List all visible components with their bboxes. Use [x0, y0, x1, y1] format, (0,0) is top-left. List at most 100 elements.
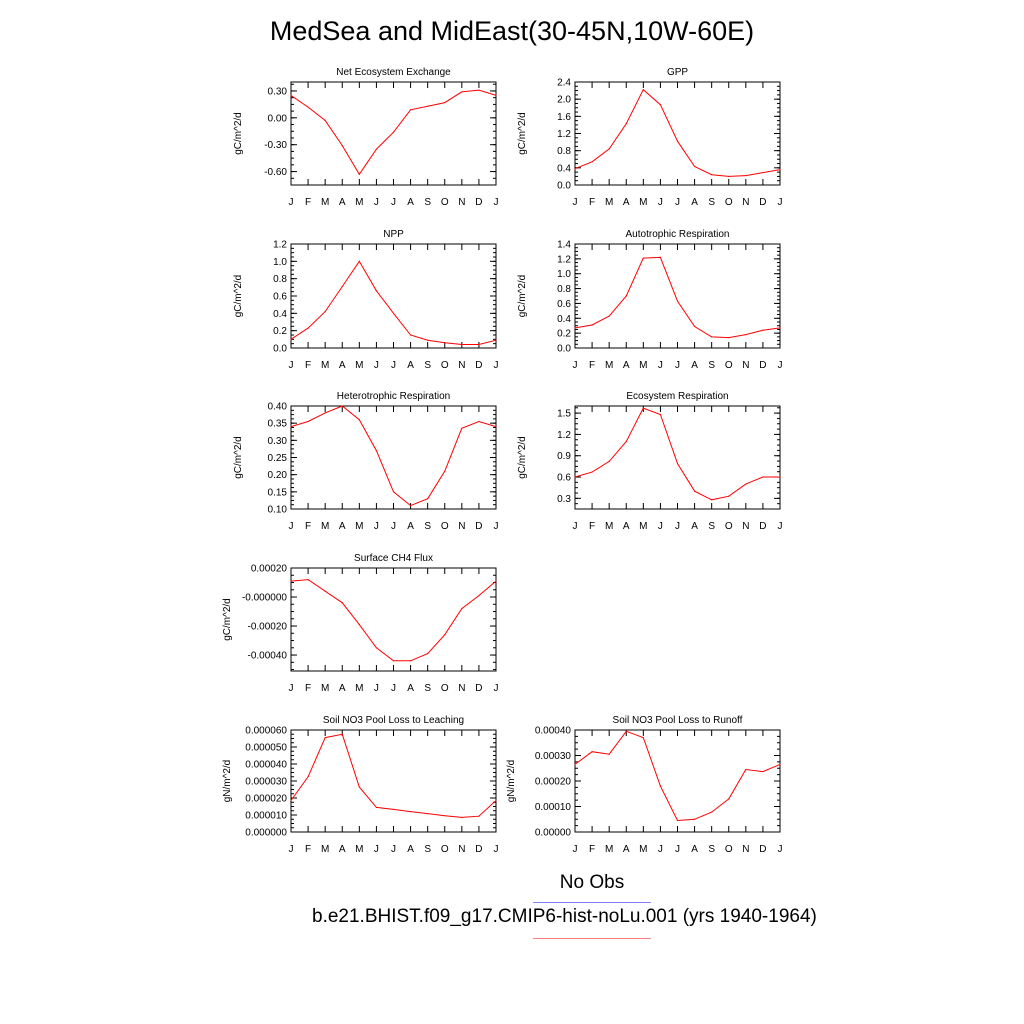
y-tick-label: 0.00020	[251, 564, 288, 575]
x-tick-label: F	[589, 844, 595, 855]
data-point	[341, 285, 343, 288]
x-tick-label: M	[321, 360, 329, 371]
series-line	[574, 256, 781, 339]
panel-5: Ecosystem Respiration gC/m^2/d 0.3 0.6 0.9 1.…	[517, 391, 783, 532]
data-point	[427, 652, 429, 655]
series-line	[574, 730, 781, 822]
panel-4: Heterotrophic Respiration gC/m^2/d 0.10 0.1…	[233, 391, 499, 532]
x-tick-label: N	[742, 844, 749, 855]
x-tick-label: J	[391, 197, 396, 208]
data-point	[762, 770, 764, 773]
x-tick-label: A	[339, 197, 346, 208]
data-point	[375, 290, 378, 292]
y-tick-label: 0.15	[268, 487, 288, 498]
panel-title: Autotrophic Respiration	[626, 229, 730, 240]
x-tick-label: O	[725, 521, 733, 532]
x-tick-label: N	[458, 360, 465, 371]
x-tick-label: M	[355, 521, 363, 532]
data-point	[341, 144, 343, 147]
x-tick-label: O	[725, 844, 733, 855]
data-point	[290, 426, 292, 428]
data-point	[375, 450, 378, 452]
y-tick-label: 1.2	[557, 129, 571, 140]
x-tick-label: O	[725, 197, 733, 208]
data-point	[461, 91, 463, 93]
x-tick-label: N	[742, 521, 749, 532]
x-tick-label: A	[339, 521, 346, 532]
x-tick-label: J	[289, 360, 294, 371]
x-tick-label: S	[708, 844, 715, 855]
data-point	[358, 623, 360, 626]
data-point	[625, 295, 627, 297]
y-tick-label: 0.00030	[535, 751, 572, 762]
data-point	[728, 798, 730, 800]
y-tick-label: 1.4	[557, 240, 571, 251]
y-tick-label: 0.6	[557, 299, 571, 310]
y-tick-label: 0.00020	[535, 777, 572, 788]
data-point	[427, 813, 429, 815]
data-point	[591, 471, 593, 473]
x-tick-label: O	[441, 844, 449, 855]
x-tick-label: A	[339, 360, 346, 371]
y-tick-label: 1.0	[557, 269, 571, 280]
y-tick-label: -0.00040	[248, 651, 288, 662]
x-tick-label: A	[407, 844, 414, 855]
y-tick-label: 0.000010	[245, 811, 287, 822]
x-tick-label: N	[458, 197, 465, 208]
x-tick-label: F	[589, 360, 595, 371]
data-point	[711, 174, 713, 176]
x-tick-label: A	[691, 521, 698, 532]
x-tick-label: F	[589, 521, 595, 532]
x-tick-label: O	[441, 197, 449, 208]
x-tick-label: N	[742, 197, 749, 208]
y-tick-label: 0.40	[268, 402, 288, 413]
panel-title: Heterotrophic Respiration	[337, 391, 450, 402]
y-tick-label: 0.8	[557, 146, 571, 157]
x-tick-label: S	[424, 683, 431, 694]
x-tick-label: A	[623, 360, 630, 371]
x-tick-label: O	[441, 360, 449, 371]
y-tick-label: 2.0	[557, 95, 571, 106]
x-tick-label: J	[391, 683, 396, 694]
y-axis-label: gC/m^2/d	[517, 436, 528, 479]
x-tick-label: A	[691, 844, 698, 855]
x-tick-label: J	[675, 360, 680, 371]
y-tick-label: 0.00010	[535, 802, 572, 813]
x-tick-label: D	[759, 521, 766, 532]
y-tick-label: 1.2	[557, 430, 571, 441]
data-point	[307, 327, 309, 329]
data-point	[625, 440, 627, 443]
data-point	[574, 476, 576, 478]
data-point	[762, 329, 764, 331]
data-point	[375, 148, 378, 150]
data-point	[375, 806, 378, 808]
data-point	[392, 660, 395, 662]
panel-title: Net Ecosystem Exchange	[336, 67, 451, 78]
data-point	[307, 420, 309, 423]
data-point	[461, 816, 463, 818]
x-tick-label: J	[494, 521, 499, 532]
data-point	[461, 427, 463, 429]
y-tick-label: 0.20	[268, 470, 288, 481]
y-tick-label: 0.00040	[535, 726, 572, 737]
y-tick-label: 0.8	[273, 274, 287, 285]
x-tick-label: J	[658, 197, 663, 208]
legend-model-label: b.e21.BHIST.f09_g17.CMIP6-hist-noLu.001 …	[312, 906, 817, 927]
x-tick-label: J	[778, 360, 783, 371]
data-point	[307, 776, 309, 778]
x-tick-label: J	[675, 521, 680, 532]
x-tick-label: S	[424, 844, 431, 855]
data-point	[358, 419, 360, 421]
panel-6: Surface CH4 Flux gC/m^2/d -0.00040 -0.00020…	[222, 553, 499, 694]
data-point	[290, 338, 292, 340]
x-tick-label: M	[321, 197, 329, 208]
x-tick-label: O	[725, 360, 733, 371]
x-tick-label: M	[639, 360, 647, 371]
plot-frame	[290, 243, 497, 349]
x-tick-label: J	[573, 360, 578, 371]
data-point	[444, 634, 446, 636]
y-tick-label: 0.8	[557, 284, 571, 295]
x-tick-label: A	[407, 683, 414, 694]
